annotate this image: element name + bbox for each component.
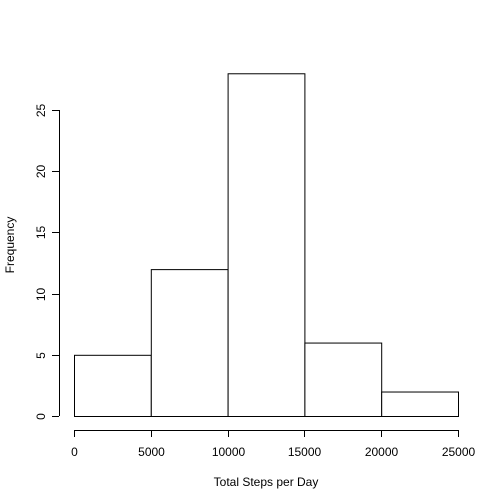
x-axis-title: Total Steps per Day <box>214 475 319 489</box>
y-tick-label-0: 0 <box>34 413 48 420</box>
y-tick-label-1: 5 <box>34 352 48 359</box>
y-tick-label-4: 20 <box>34 165 48 179</box>
x-tick-label-3: 15000 <box>288 445 322 459</box>
y-axis: 0 5 10 15 20 25 <box>34 104 60 420</box>
histogram-bars <box>74 73 460 417</box>
histogram-bar-3 <box>304 342 383 417</box>
y-tick-label-3: 15 <box>34 226 48 240</box>
histogram-bar-4 <box>381 391 460 417</box>
x-axis: 0 5000 10000 15000 20000 25000 <box>71 430 476 459</box>
y-axis-title: Frequency <box>3 217 17 274</box>
x-tick-label-5: 25000 <box>442 445 476 459</box>
x-tick-label-1: 5000 <box>138 445 165 459</box>
x-tick-label-0: 0 <box>71 445 78 459</box>
x-tick-label-2: 10000 <box>212 445 246 459</box>
histogram-bar-1 <box>150 269 229 417</box>
x-tick-label-4: 20000 <box>365 445 399 459</box>
y-tick-label-2: 10 <box>34 288 48 302</box>
y-tick-label-5: 25 <box>34 104 48 118</box>
histogram-bar-2 <box>227 73 306 417</box>
histogram-bar-0 <box>74 354 152 417</box>
